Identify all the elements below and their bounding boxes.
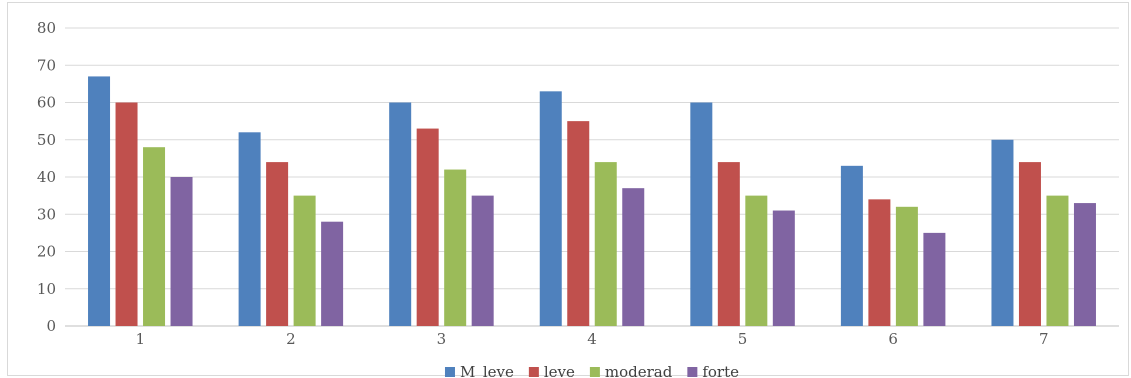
y-tick-label: 70 [37, 56, 56, 74]
legend-label: forte [702, 363, 739, 378]
bar-M_leve-1 [88, 76, 111, 326]
bar-moderad-7 [1046, 195, 1069, 326]
bar-leve-2 [266, 162, 289, 326]
bar-moderad-3 [444, 169, 467, 326]
bar-M_leve-3 [389, 102, 412, 326]
bar-leve-3 [416, 128, 439, 326]
y-tick-label: 20 [37, 243, 56, 261]
y-tick-label: 10 [37, 280, 56, 298]
x-tick-label: 7 [1039, 330, 1049, 348]
x-tick-label: 6 [888, 330, 898, 348]
y-tick-label: 30 [37, 205, 56, 223]
x-tick-label: 4 [587, 330, 597, 348]
legend-swatch [444, 367, 455, 377]
bar-M_leve-7 [991, 139, 1014, 326]
legend-item-M_leve: M_leve [444, 363, 514, 378]
bar-forte-2 [321, 221, 344, 326]
bar-moderad-2 [293, 195, 316, 326]
bars [88, 76, 1096, 326]
y-tick-label: 0 [46, 317, 56, 335]
bar-leve-5 [717, 162, 740, 326]
legend-swatch [687, 367, 698, 377]
bar-moderad-6 [895, 206, 918, 326]
legend-item-forte: forte [687, 363, 739, 378]
bar-forte-4 [622, 188, 645, 326]
y-tick-label: 40 [37, 168, 56, 186]
y-tick-label: 60 [37, 94, 56, 112]
bar-M_leve-6 [840, 165, 863, 326]
bar-leve-7 [1018, 162, 1041, 326]
bar-M_leve-5 [690, 102, 713, 326]
bar-forte-6 [923, 232, 946, 326]
bar-forte-3 [471, 195, 494, 326]
bar-moderad-1 [143, 147, 166, 326]
legend-item-moderad: moderad [589, 363, 673, 378]
bar-forte-7 [1073, 203, 1096, 326]
x-tick-label: 3 [437, 330, 447, 348]
bar-M_leve-4 [539, 91, 562, 326]
bar-M_leve-2 [238, 132, 261, 326]
bar-forte-1 [170, 177, 193, 326]
y-tick-label: 50 [37, 131, 56, 149]
x-tick-label: 5 [738, 330, 748, 348]
legend: M_leve leve moderad forte [444, 363, 739, 378]
y-tick-label: 80 [37, 19, 56, 37]
legend-swatch [528, 367, 539, 377]
legend-item-leve: leve [528, 363, 575, 378]
x-tick-label: 2 [286, 330, 296, 348]
bar-moderad-5 [745, 195, 768, 326]
bar-leve-4 [567, 121, 590, 326]
legend-swatch [589, 367, 600, 377]
y-axis-ticks: 0 10 20 30 40 50 60 70 80 [37, 19, 56, 335]
gridlines [65, 27, 1119, 327]
x-axis-ticks: 1 2 3 4 5 6 7 [136, 330, 1049, 348]
x-tick-label: 1 [136, 330, 146, 348]
legend-label: M_leve [460, 363, 514, 378]
bar-leve-1 [115, 102, 138, 326]
bar-forte-5 [772, 210, 795, 326]
bar-moderad-4 [594, 162, 617, 326]
legend-label: leve [544, 363, 575, 378]
bar-leve-6 [868, 199, 891, 326]
legend-label: moderad [605, 363, 673, 378]
